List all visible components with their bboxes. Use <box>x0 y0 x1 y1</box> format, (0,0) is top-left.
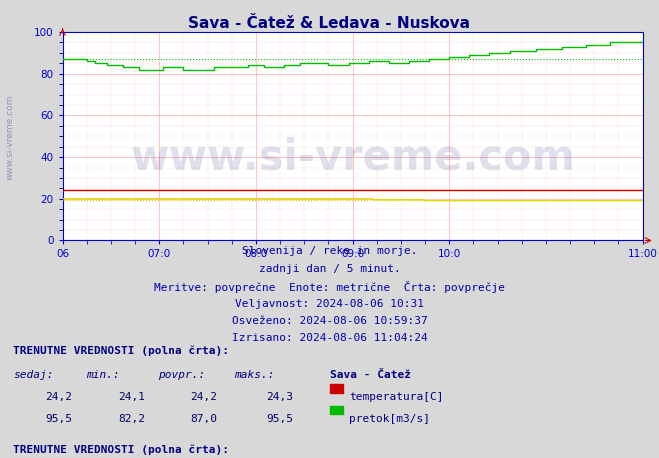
Text: Veljavnost: 2024-08-06 10:31: Veljavnost: 2024-08-06 10:31 <box>235 299 424 309</box>
Text: Slovenija / reke in morje.: Slovenija / reke in morje. <box>242 246 417 256</box>
Text: Izrisano: 2024-08-06 11:04:24: Izrisano: 2024-08-06 11:04:24 <box>231 333 428 344</box>
Text: maks.:: maks.: <box>234 370 274 380</box>
Text: min.:: min.: <box>86 370 119 380</box>
Text: povpr.:: povpr.: <box>158 370 206 380</box>
Text: sedaj:: sedaj: <box>13 370 53 380</box>
Text: 87,0: 87,0 <box>190 414 217 424</box>
Text: Sava - Čatež & Ledava - Nuskova: Sava - Čatež & Ledava - Nuskova <box>188 16 471 31</box>
Text: Meritve: povprečne  Enote: metrične  Črta: povprečje: Meritve: povprečne Enote: metrične Črta:… <box>154 281 505 293</box>
Text: TRENUTNE VREDNOSTI (polna črta):: TRENUTNE VREDNOSTI (polna črta): <box>13 346 229 356</box>
Text: Sava - Čatež: Sava - Čatež <box>330 370 411 380</box>
Text: 95,5: 95,5 <box>266 414 293 424</box>
Text: www.si-vreme.com: www.si-vreme.com <box>5 95 14 180</box>
Text: 82,2: 82,2 <box>118 414 145 424</box>
Text: zadnji dan / 5 minut.: zadnji dan / 5 minut. <box>258 264 401 274</box>
Text: pretok[m3/s]: pretok[m3/s] <box>349 414 430 424</box>
Text: 95,5: 95,5 <box>45 414 72 424</box>
Text: TRENUTNE VREDNOSTI (polna črta):: TRENUTNE VREDNOSTI (polna črta): <box>13 445 229 455</box>
Text: Osveženo: 2024-08-06 10:59:37: Osveženo: 2024-08-06 10:59:37 <box>231 316 428 326</box>
Text: 24,2: 24,2 <box>190 392 217 402</box>
Text: temperatura[C]: temperatura[C] <box>349 392 444 402</box>
Text: 24,1: 24,1 <box>118 392 145 402</box>
Text: www.si-vreme.com: www.si-vreme.com <box>130 136 575 178</box>
Text: 24,3: 24,3 <box>266 392 293 402</box>
Text: 24,2: 24,2 <box>45 392 72 402</box>
